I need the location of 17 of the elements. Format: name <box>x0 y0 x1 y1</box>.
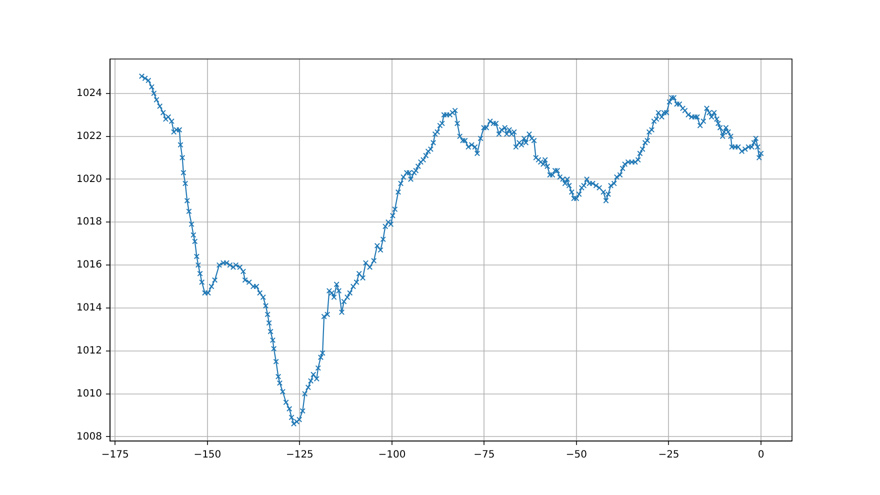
y-tick-label: 1016 <box>76 260 102 271</box>
x-tick-label: −150 <box>194 450 222 461</box>
y-tick-label: 1014 <box>76 302 102 314</box>
x-tick-label: −100 <box>378 450 406 461</box>
y-tick-label: 1024 <box>76 88 102 99</box>
y-tick-label: 1018 <box>76 216 102 228</box>
x-tick-label: −125 <box>286 450 314 461</box>
x-tick-label: 0 <box>758 450 764 461</box>
y-tick-label: 1010 <box>76 388 102 400</box>
x-tick-label: −25 <box>658 450 680 461</box>
y-tick-label: 1008 <box>76 431 102 442</box>
y-tick-label: 1020 <box>76 174 102 185</box>
x-tick-label: −175 <box>101 450 129 461</box>
y-tick-label: 1022 <box>76 130 102 142</box>
x-tick-label: −75 <box>474 450 495 461</box>
x-tick-label: −50 <box>566 450 588 461</box>
y-tick-label: 1012 <box>76 345 102 356</box>
